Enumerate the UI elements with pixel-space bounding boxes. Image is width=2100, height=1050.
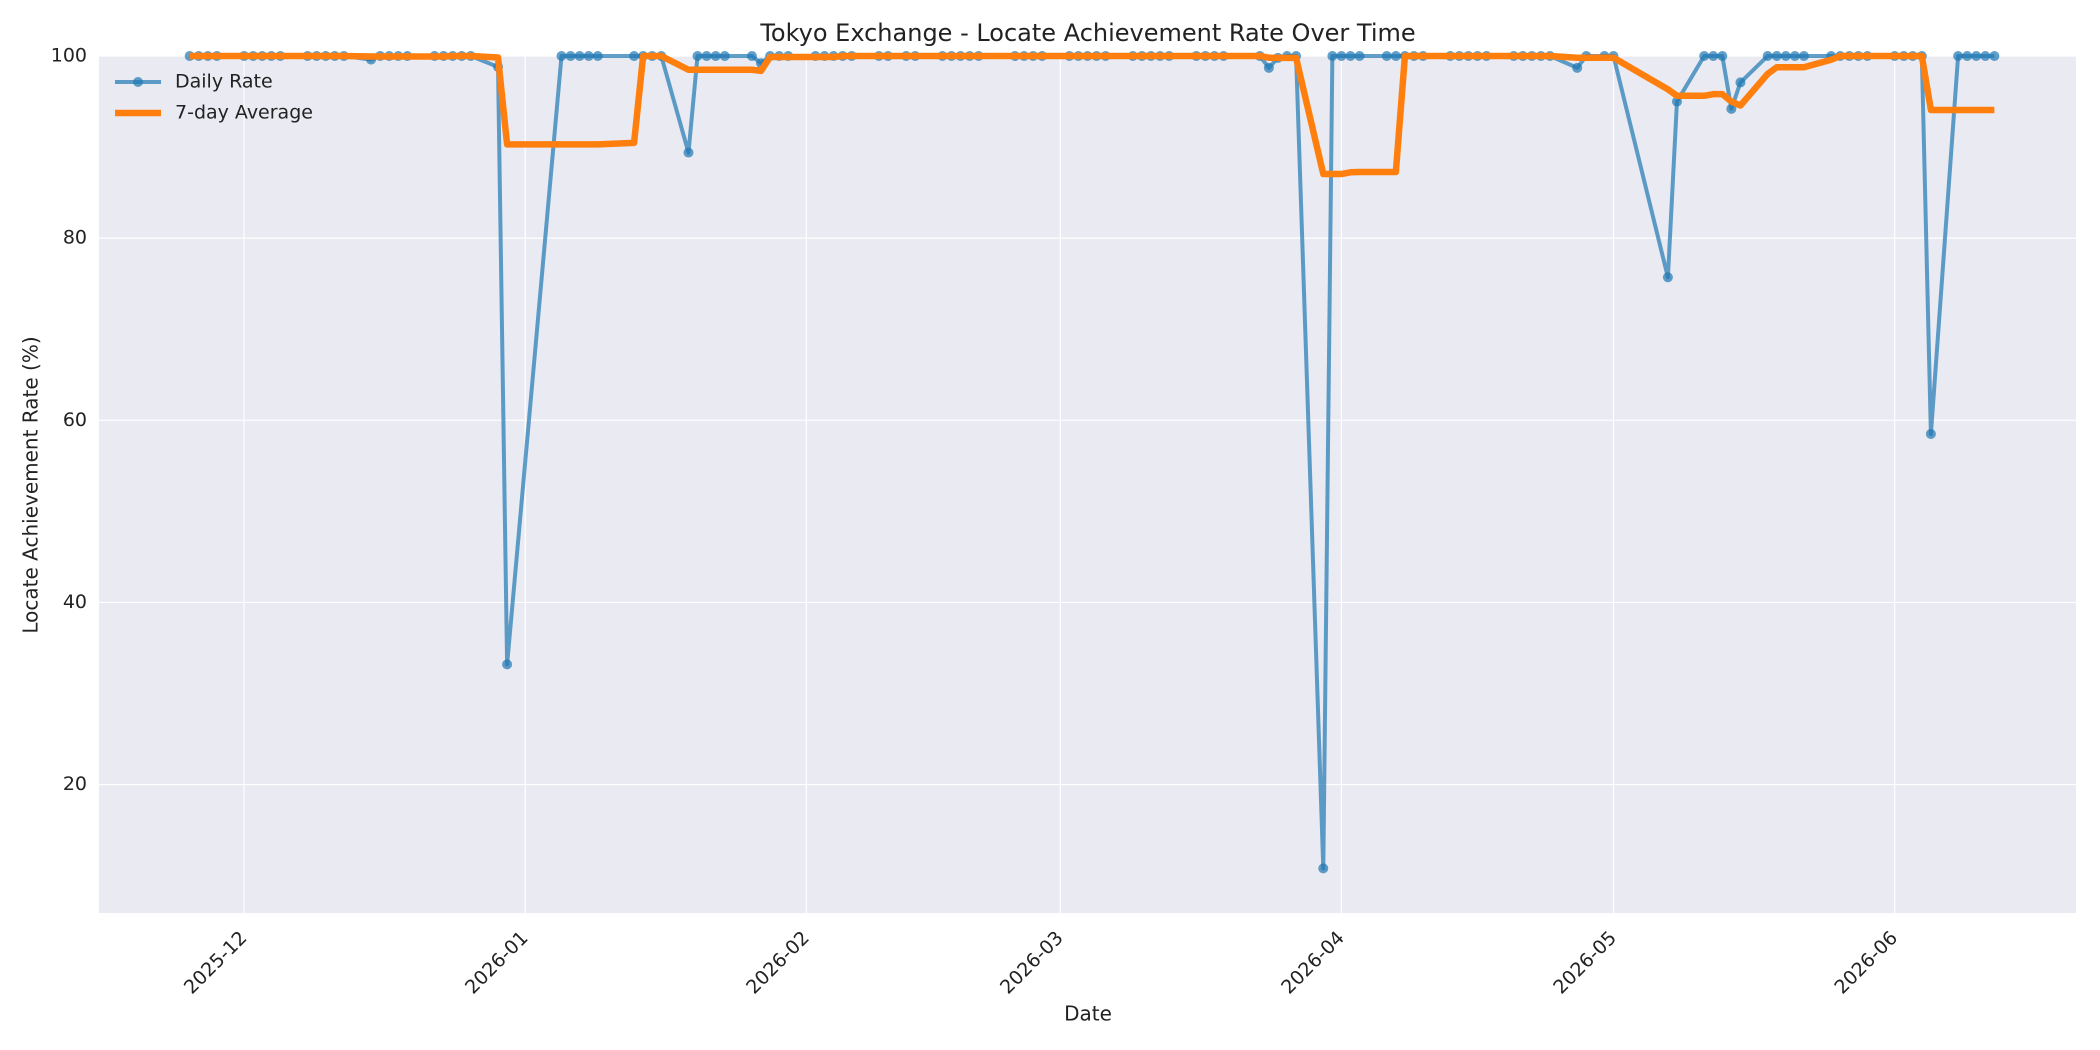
data-point bbox=[1771, 51, 1782, 61]
legend-label: Daily Rate bbox=[175, 71, 273, 93]
data-point bbox=[592, 51, 603, 61]
chart-title: Tokyo Exchange - Locate Achievement Rate… bbox=[759, 19, 1415, 47]
x-tick-label: 2026-02 bbox=[742, 927, 814, 999]
data-point bbox=[1762, 51, 1773, 61]
data-point bbox=[683, 147, 694, 158]
y-tick-label: 80 bbox=[63, 227, 87, 249]
data-point bbox=[746, 51, 757, 61]
data-point bbox=[1263, 62, 1274, 73]
data-point bbox=[1381, 51, 1392, 61]
data-point bbox=[583, 51, 594, 61]
data-point bbox=[1953, 51, 1964, 61]
data-point bbox=[1798, 51, 1809, 61]
data-point bbox=[1971, 51, 1982, 61]
data-point bbox=[1336, 51, 1347, 61]
x-tick-label: 2026-01 bbox=[461, 927, 533, 999]
data-point bbox=[1780, 51, 1791, 61]
series-line bbox=[189, 52, 1995, 178]
y-axis-label: Locate Achievement Rate (%) bbox=[19, 336, 43, 633]
data-point bbox=[701, 51, 712, 61]
legend-label: 7-day Average bbox=[175, 102, 313, 124]
data-point bbox=[1980, 51, 1991, 61]
y-tick-label: 20 bbox=[63, 773, 87, 795]
x-axis-label: Date bbox=[1064, 1002, 1112, 1026]
data-point bbox=[1925, 428, 1936, 439]
data-point bbox=[629, 51, 640, 61]
data-point bbox=[1390, 51, 1401, 61]
x-tick-label: 2026-03 bbox=[996, 927, 1068, 999]
data-point bbox=[574, 51, 585, 61]
data-point bbox=[710, 51, 721, 61]
data-point bbox=[1989, 51, 2000, 61]
data-point bbox=[1572, 62, 1583, 73]
data-point bbox=[1717, 51, 1728, 61]
y-tick-label: 100 bbox=[51, 45, 87, 67]
legend-marker bbox=[133, 77, 143, 87]
data-point bbox=[719, 51, 730, 61]
x-tick-label: 2025-12 bbox=[180, 927, 252, 999]
data-point bbox=[1354, 51, 1365, 61]
data-point bbox=[1962, 51, 1973, 61]
y-tick-label: 40 bbox=[63, 591, 87, 613]
data-point bbox=[1708, 51, 1719, 61]
data-point bbox=[1318, 863, 1329, 874]
data-point bbox=[692, 51, 703, 61]
x-tick-label: 2026-05 bbox=[1549, 927, 1621, 999]
data-point bbox=[1735, 77, 1746, 88]
y-tick-label: 60 bbox=[63, 409, 87, 431]
data-point bbox=[556, 51, 567, 61]
grid bbox=[99, 55, 2076, 913]
data-point bbox=[1662, 272, 1673, 283]
data-point bbox=[1726, 103, 1737, 114]
data-point bbox=[1699, 51, 1710, 61]
data-point bbox=[1789, 51, 1800, 61]
x-tick-label: 2026-06 bbox=[1830, 927, 1902, 999]
data-point bbox=[565, 51, 576, 61]
data-point bbox=[502, 659, 513, 670]
data-point bbox=[1327, 51, 1338, 61]
x-tick-label: 2026-04 bbox=[1277, 927, 1349, 999]
data-point bbox=[1345, 51, 1356, 61]
plot-area bbox=[99, 56, 2076, 913]
